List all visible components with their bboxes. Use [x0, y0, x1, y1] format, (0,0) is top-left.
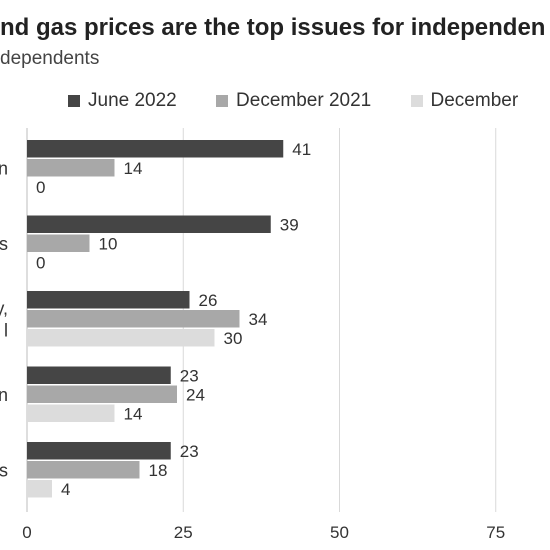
bar — [27, 404, 115, 422]
legend-item-december: December — [410, 90, 519, 112]
bar-value-label: 4 — [61, 480, 70, 499]
legend-label-december-2021: December 2021 — [236, 90, 372, 111]
bar — [27, 329, 215, 347]
legend: June 2022 December 2021 December — [68, 90, 550, 113]
bar — [27, 385, 177, 403]
bar-value-label: 10 — [99, 234, 118, 253]
bar — [27, 442, 171, 460]
bar-value-label: 30 — [224, 329, 243, 348]
chart-title: nd gas prices are the top issues for ind… — [0, 14, 546, 41]
bar-value-label: 14 — [124, 404, 143, 423]
bar — [27, 461, 140, 479]
bar-value-label: 0 — [36, 178, 45, 197]
category-label: n — [0, 385, 8, 405]
x-tick-label: 25 — [174, 523, 193, 542]
bar-value-label: 23 — [180, 442, 199, 461]
category-label: s — [0, 234, 8, 254]
bar — [27, 366, 171, 384]
legend-item-december-2021: December 2021 — [216, 90, 371, 112]
x-tick-label: 75 — [486, 523, 505, 542]
bar — [27, 215, 271, 233]
bar — [27, 310, 240, 328]
bar — [27, 140, 284, 158]
legend-swatch-june-2022 — [68, 95, 80, 107]
bar-value-label: 24 — [186, 385, 205, 404]
bar-value-label: 0 — [36, 253, 45, 272]
legend-item-june-2022: June 2022 — [68, 90, 177, 112]
bar — [27, 159, 115, 177]
category-label: l — [4, 321, 8, 341]
bar — [27, 234, 90, 252]
bar-value-label: 23 — [180, 366, 199, 385]
category-label: y, — [0, 299, 8, 319]
legend-swatch-december — [410, 95, 423, 107]
bar — [27, 291, 190, 309]
legend-label-december: December — [430, 90, 519, 111]
bar-value-label: 14 — [124, 159, 143, 178]
legend-swatch-december-2021 — [216, 95, 229, 107]
category-label: n — [0, 159, 8, 179]
bar — [27, 480, 52, 498]
bar-value-label: 18 — [149, 461, 168, 480]
category-label: s — [0, 461, 8, 481]
chart-subtitle: dependents — [0, 48, 100, 69]
bar-value-label: 41 — [292, 140, 311, 159]
x-tick-label: 0 — [22, 523, 31, 542]
bar-value-label: 26 — [199, 291, 218, 310]
x-tick-label: 50 — [330, 523, 349, 542]
bar-value-label: 39 — [280, 215, 299, 234]
bar-value-label: 34 — [249, 310, 268, 329]
legend-label-june-2022: June 2022 — [88, 90, 177, 111]
